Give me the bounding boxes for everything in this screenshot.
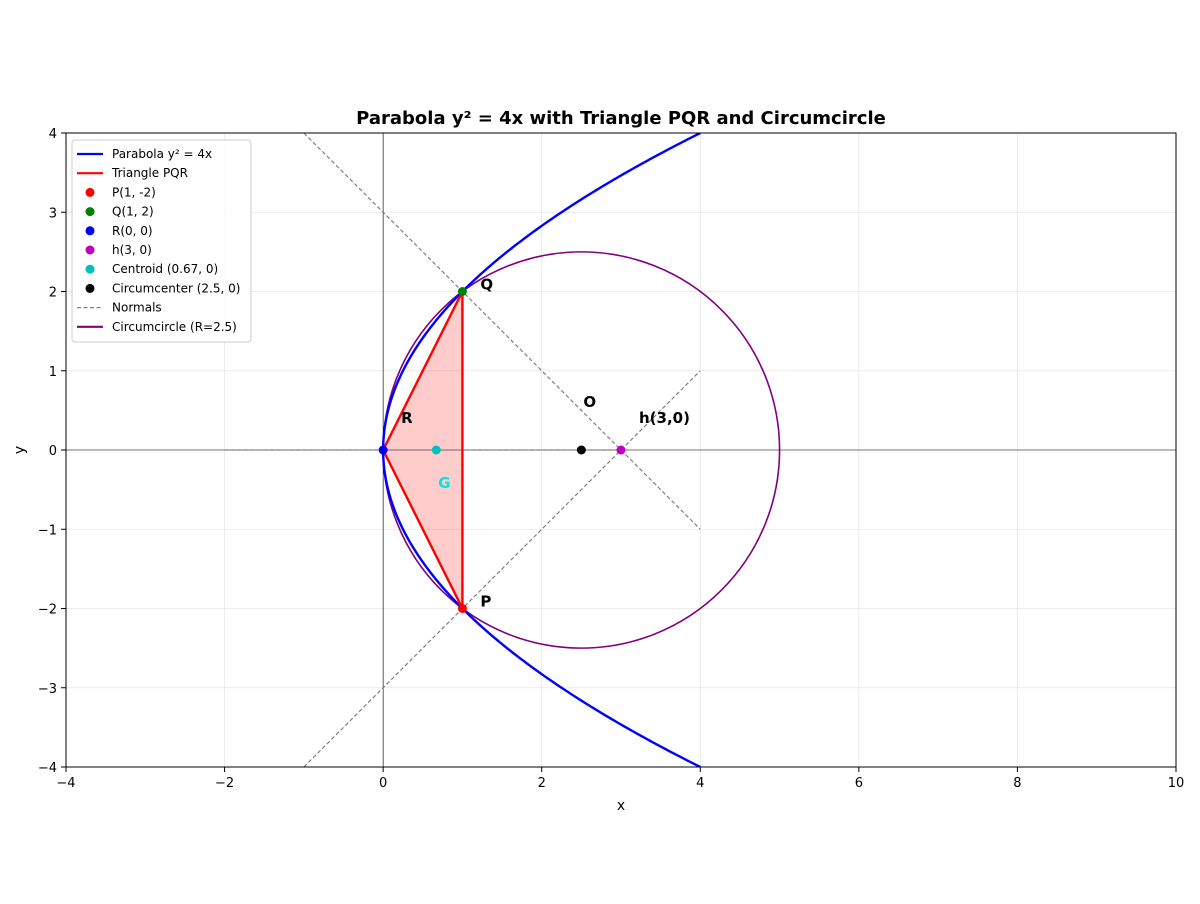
legend-entry: h(3, 0) — [85, 243, 152, 257]
legend-label: Centroid (0.67, 0) — [112, 262, 218, 276]
legend-entry: Normals — [77, 301, 162, 315]
normal-line-2 — [303, 370, 701, 767]
legend-label: Parabola y² = 4x — [112, 147, 212, 161]
point-label-1: P — [480, 593, 491, 611]
legend-label: Normals — [112, 301, 162, 315]
legend-entry: R(0, 0) — [85, 224, 153, 238]
y-tick-label: −1 — [38, 523, 57, 538]
legend-entry: Circumcenter (2.5, 0) — [85, 281, 240, 295]
point-label-4: h(3,0) — [639, 409, 690, 427]
legend-entry: P(1, -2) — [85, 185, 156, 199]
legend-entry: Q(1, 2) — [85, 205, 154, 219]
legend-label: R(0, 0) — [112, 224, 153, 238]
x-tick-label: −4 — [56, 776, 75, 791]
point-marker-3 — [378, 445, 388, 455]
legend-marker — [85, 207, 95, 217]
point-label-5: G — [438, 474, 450, 492]
y-tick-label: 4 — [49, 127, 57, 142]
legend-marker — [85, 226, 95, 236]
chart-title: Parabola y² = 4x with Triangle PQR and C… — [356, 108, 886, 129]
legend-label: Q(1, 2) — [112, 205, 154, 219]
legend-marker — [85, 245, 95, 255]
legend-marker — [85, 264, 95, 274]
point-label-3: R — [401, 409, 413, 427]
x-tick-label: 6 — [855, 776, 863, 791]
legend-entry: Parabola y² = 4x — [77, 147, 212, 161]
point-marker-4 — [616, 445, 626, 455]
x-tick-label: 4 — [696, 776, 704, 791]
normal-line-1 — [303, 133, 701, 530]
legend-marker — [85, 283, 95, 293]
y-tick-label: 3 — [49, 206, 57, 221]
legend-label: Circumcenter (2.5, 0) — [112, 281, 240, 295]
x-axis-label: x — [617, 798, 625, 814]
point-label-6: O — [583, 393, 596, 411]
plot-content — [224, 133, 781, 767]
legend-label: Circumcircle (R=2.5) — [112, 320, 237, 334]
y-tick-label: 0 — [49, 444, 57, 459]
y-tick-label: −3 — [38, 682, 57, 697]
legend-box — [71, 139, 252, 343]
legend-entry: Triangle PQR — [77, 166, 188, 180]
y-tick-label: 2 — [49, 286, 57, 301]
x-tick-label: 2 — [538, 776, 546, 791]
legend-entry: Circumcircle (R=2.5) — [77, 320, 237, 334]
point-marker-1 — [457, 604, 467, 613]
legend-label: P(1, -2) — [112, 185, 156, 199]
point-marker-6 — [576, 445, 586, 455]
legend: Parabola y² = 4x Triangle PQR P(1, -2) Q(1,… — [71, 139, 252, 343]
point-marker-5 — [431, 445, 441, 455]
y-axis-label: y — [12, 446, 28, 454]
legend-marker — [85, 187, 95, 197]
legend-entry: Centroid (0.67, 0) — [85, 262, 218, 276]
x-tick-label: 0 — [379, 776, 387, 791]
legend-label: h(3, 0) — [112, 243, 152, 257]
x-tick-label: 8 — [1013, 776, 1021, 791]
y-tick-label: 1 — [49, 365, 57, 380]
legend-label: Triangle PQR — [111, 166, 188, 180]
x-tick-label: 10 — [1168, 776, 1185, 791]
triangle-edges — [381, 290, 464, 610]
y-tick-label: −4 — [38, 761, 57, 776]
plot-area: P Q R h(3,0) G O −4 −2 0 2 4 6 8 10 −4 −3 −2 −1 0 1 2 3 4 — [38, 127, 1184, 791]
point-label-2: Q — [480, 276, 493, 294]
point-marker-2 — [457, 287, 467, 296]
x-tick-label: −2 — [215, 776, 234, 791]
y-tick-label: −2 — [38, 603, 57, 618]
